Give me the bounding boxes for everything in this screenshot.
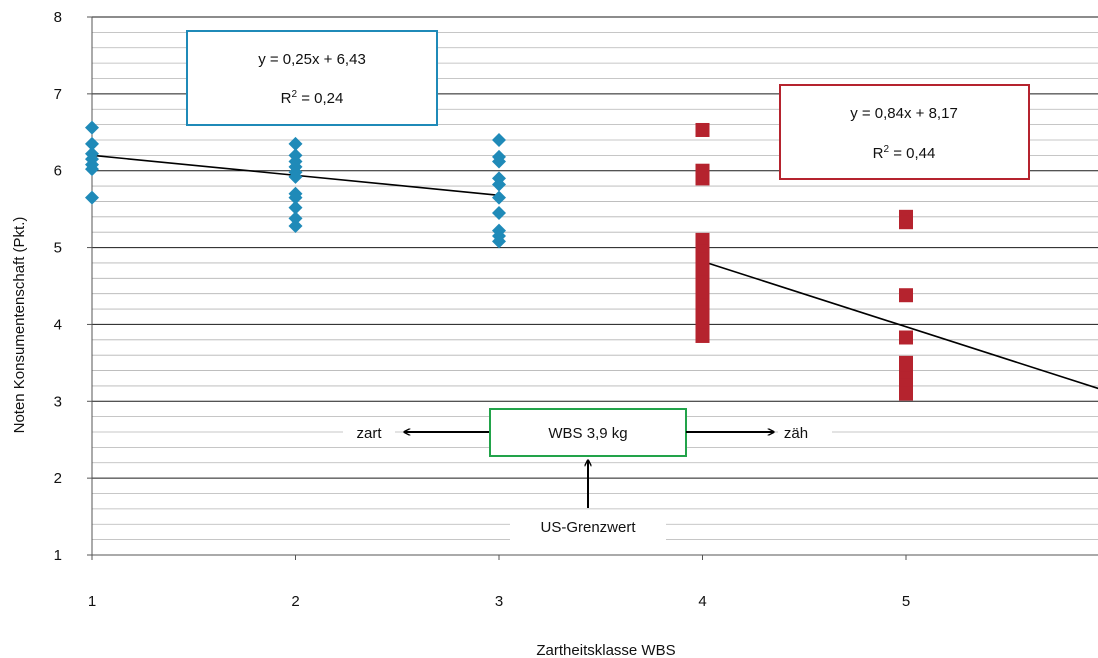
data-point-diamond <box>288 190 303 205</box>
x-axis-label: Zartheitsklasse WBS <box>536 642 675 658</box>
data-point-diamond <box>492 154 506 169</box>
axes <box>87 16 1098 560</box>
data-point-diamond <box>288 136 303 151</box>
data-point-diamond <box>85 120 99 135</box>
x-tick-label: 3 <box>495 593 503 610</box>
zaeh-label: zäh <box>784 425 808 442</box>
data-point-square <box>899 386 913 401</box>
y-tick-label: 5 <box>54 240 62 257</box>
data-point-square <box>695 252 710 267</box>
y-tick-label: 7 <box>54 86 62 103</box>
data-points <box>85 120 913 401</box>
data-point-diamond <box>492 190 506 205</box>
limit-label-bg <box>510 513 666 541</box>
data-point-diamond <box>492 177 506 192</box>
data-point-square <box>899 288 913 303</box>
data-point-diamond <box>85 162 99 177</box>
equation-blue: y = 0,25x + 6,43 <box>258 51 366 68</box>
y-tick-label: 6 <box>54 163 62 180</box>
data-point-diamond <box>492 205 506 220</box>
data-point-square <box>695 122 710 137</box>
us-limit-label: US-Grenzwert <box>540 519 636 536</box>
data-point-square <box>695 263 710 278</box>
x-tick-label: 1 <box>88 593 96 610</box>
data-point-diamond <box>492 132 506 147</box>
zart-label: zart <box>356 425 382 442</box>
tick-labels: 1 2 3 4 5 6 7 8 1 2 3 4 5 <box>54 9 911 610</box>
trendline-2 <box>702 260 1098 390</box>
data-point-diamond <box>492 234 506 249</box>
equation-red: y = 0,84x + 8,17 <box>850 105 958 122</box>
data-point-diamond <box>288 219 303 234</box>
y-tick-label: 4 <box>54 316 62 333</box>
data-point-diamond <box>288 169 303 184</box>
zart-label-bg <box>343 422 395 444</box>
r-squared-red: R2 = 0,44 <box>873 144 936 162</box>
data-point-diamond <box>85 190 99 205</box>
data-point-square <box>695 171 710 186</box>
x-tick-label: 2 <box>291 593 299 610</box>
equation-box-blue: y = 0,25x + 6,43 R2 = 0,24 <box>186 30 438 126</box>
y-tick-label: 3 <box>54 393 62 410</box>
y-tick-label: 2 <box>54 470 62 487</box>
x-tick-label: 4 <box>698 593 706 610</box>
data-point-diamond <box>288 200 303 215</box>
trendlines <box>91 154 1098 390</box>
y-axis-label: Noten Konsumentenschaft (Pkt.) <box>11 217 28 434</box>
data-point-diamond <box>85 136 99 151</box>
wbs-label: WBS 3,9 kg <box>548 425 627 442</box>
wbs-annotation: zart WBS 3,9 kg zäh US-Grenzwert <box>343 408 832 541</box>
zaeh-label-bg <box>778 422 832 444</box>
data-point-diamond <box>288 211 303 226</box>
equation-box-red: y = 0,84x + 8,17 R2 = 0,44 <box>779 84 1030 180</box>
r-squared-blue: R2 = 0,24 <box>281 89 344 107</box>
data-point-square <box>899 215 913 230</box>
y-tick-label: 8 <box>54 9 62 26</box>
data-point-square <box>899 330 913 345</box>
x-tick-label: 5 <box>902 593 910 610</box>
y-tick-label: 1 <box>54 547 62 564</box>
data-point-square <box>695 328 710 343</box>
data-point-square <box>695 232 710 247</box>
